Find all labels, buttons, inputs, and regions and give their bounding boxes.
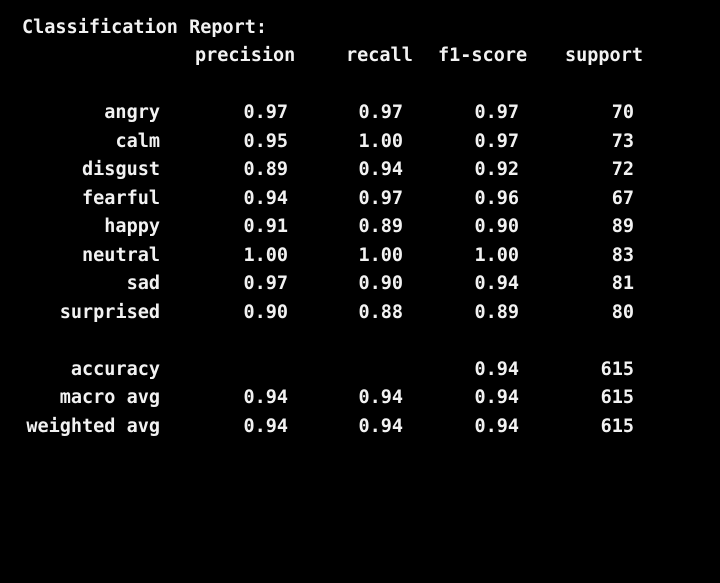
support-value: 80 [611, 302, 634, 323]
precision-value: 0.97 [243, 273, 288, 294]
f1-score-value: 0.97 [474, 131, 519, 152]
table-row: fearful 0.94 0.97 0.96 67 [0, 187, 720, 211]
f1-score-value: 0.94 [474, 387, 519, 408]
support-value: 67 [611, 188, 634, 209]
recall-value: 0.88 [358, 302, 403, 323]
precision-value: 1.00 [243, 245, 288, 266]
weighted-avg-row: weighted avg 0.94 0.94 0.94 615 [0, 415, 720, 439]
header-recall: recall [346, 45, 413, 66]
support-value: 81 [611, 273, 634, 294]
row-label: weighted avg [26, 416, 160, 437]
recall-value: 1.00 [358, 245, 403, 266]
accuracy-row: accuracy 0.94 615 [0, 358, 720, 382]
support-value: 73 [611, 131, 634, 152]
row-label: fearful [82, 188, 160, 209]
support-value: 615 [600, 416, 634, 437]
table-row: disgust 0.89 0.94 0.92 72 [0, 158, 720, 182]
row-label: sad [126, 273, 160, 294]
row-label: angry [104, 102, 160, 123]
recall-value: 0.94 [358, 416, 403, 437]
precision-value: 0.94 [243, 416, 288, 437]
table-row: calm 0.95 1.00 0.97 73 [0, 130, 720, 154]
f1-score-value: 0.94 [474, 416, 519, 437]
row-label: macro avg [59, 387, 160, 408]
table-row: happy 0.91 0.89 0.90 89 [0, 215, 720, 239]
support-value: 89 [611, 216, 634, 237]
f1-score-value: 0.97 [474, 102, 519, 123]
recall-value: 0.94 [358, 159, 403, 180]
header-precision: precision [195, 45, 296, 66]
recall-value: 0.89 [358, 216, 403, 237]
table-row: sad 0.97 0.90 0.94 81 [0, 272, 720, 296]
table-row: surprised 0.90 0.88 0.89 80 [0, 301, 720, 325]
macro-avg-row: macro avg 0.94 0.94 0.94 615 [0, 386, 720, 410]
support-value: 615 [600, 359, 634, 380]
f1-score-value: 0.94 [474, 359, 519, 380]
support-value: 70 [611, 102, 634, 123]
support-value: 83 [611, 245, 634, 266]
row-label: happy [104, 216, 160, 237]
recall-value: 0.94 [358, 387, 403, 408]
precision-value: 0.94 [243, 188, 288, 209]
recall-value: 0.90 [358, 273, 403, 294]
f1-score-value: 1.00 [474, 245, 519, 266]
row-label: accuracy [70, 359, 160, 380]
recall-value: 0.97 [358, 188, 403, 209]
report-title: Classification Report: [22, 17, 268, 38]
f1-score-value: 0.92 [474, 159, 519, 180]
f1-score-value: 0.96 [474, 188, 519, 209]
precision-value: 0.91 [243, 216, 288, 237]
f1-score-value: 0.94 [474, 273, 519, 294]
header-f1-score: f1-score [438, 45, 528, 66]
header-support: support [565, 45, 643, 66]
table-row: angry 0.97 0.97 0.97 70 [0, 101, 720, 125]
f1-score-value: 0.90 [474, 216, 519, 237]
report-title-line: Classification Report: [0, 16, 720, 40]
f1-score-value: 0.89 [474, 302, 519, 323]
row-label: neutral [82, 245, 160, 266]
terminal-output: Classification Report: precision recall … [0, 16, 720, 439]
precision-value: 0.94 [243, 387, 288, 408]
support-value: 72 [611, 159, 634, 180]
precision-value: 0.89 [243, 159, 288, 180]
header-row: precision recall f1-score support [0, 44, 720, 68]
precision-value: 0.97 [243, 102, 288, 123]
precision-value: 0.95 [243, 131, 288, 152]
row-label: calm [115, 131, 160, 152]
row-label: surprised [59, 302, 160, 323]
table-row: neutral 1.00 1.00 1.00 83 [0, 244, 720, 268]
recall-value: 1.00 [358, 131, 403, 152]
recall-value: 0.97 [358, 102, 403, 123]
row-label: disgust [82, 159, 160, 180]
precision-value: 0.90 [243, 302, 288, 323]
support-value: 615 [600, 387, 634, 408]
